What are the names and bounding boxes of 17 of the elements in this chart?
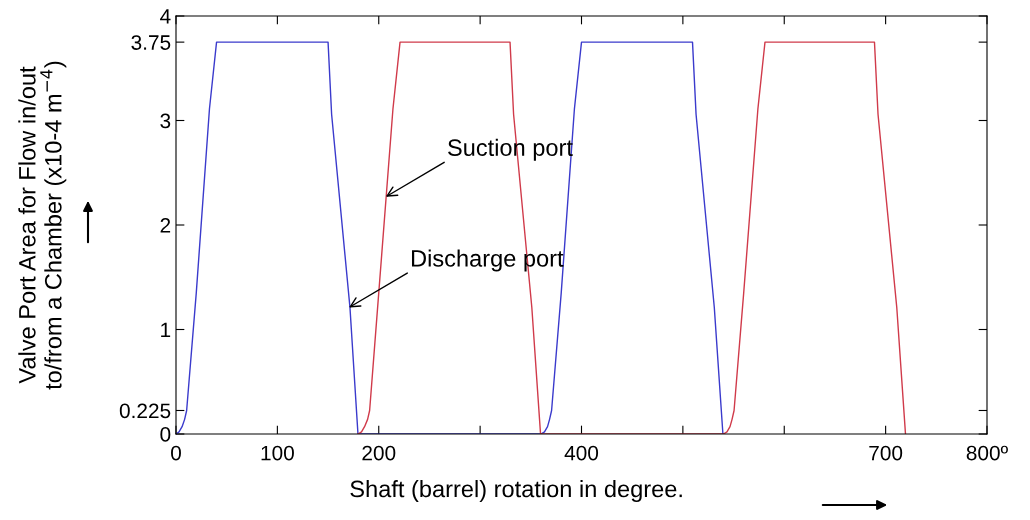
x-tick-label: 0 <box>171 445 181 461</box>
x-tick-label: 800º <box>966 445 1008 461</box>
x-axis-title: Shaft (barrel) rotation in degree. <box>350 479 682 502</box>
x-tick-label: 200 <box>362 445 396 461</box>
line-series <box>357 41 907 434</box>
y-tick-label: 1 <box>161 322 171 338</box>
line-series <box>176 41 725 434</box>
x-tick-label: 400 <box>564 445 599 461</box>
y-tick-label: 0 <box>160 427 171 442</box>
y-axis-title: Valve Port Area for Flow in/out to/from a Chamber (x10-4 m$^{−4}$) <box>18 61 67 390</box>
y-tick-label: 0.225 <box>119 403 171 419</box>
y-tick-label: 4 <box>160 9 171 24</box>
y-tick-label: 3 <box>160 113 171 129</box>
y-tick-label: 3.75 <box>131 35 171 50</box>
y-tick-label: 2 <box>160 218 171 233</box>
x-tick-label: 100 <box>261 445 294 461</box>
x-tick-label: 700 <box>869 445 903 461</box>
